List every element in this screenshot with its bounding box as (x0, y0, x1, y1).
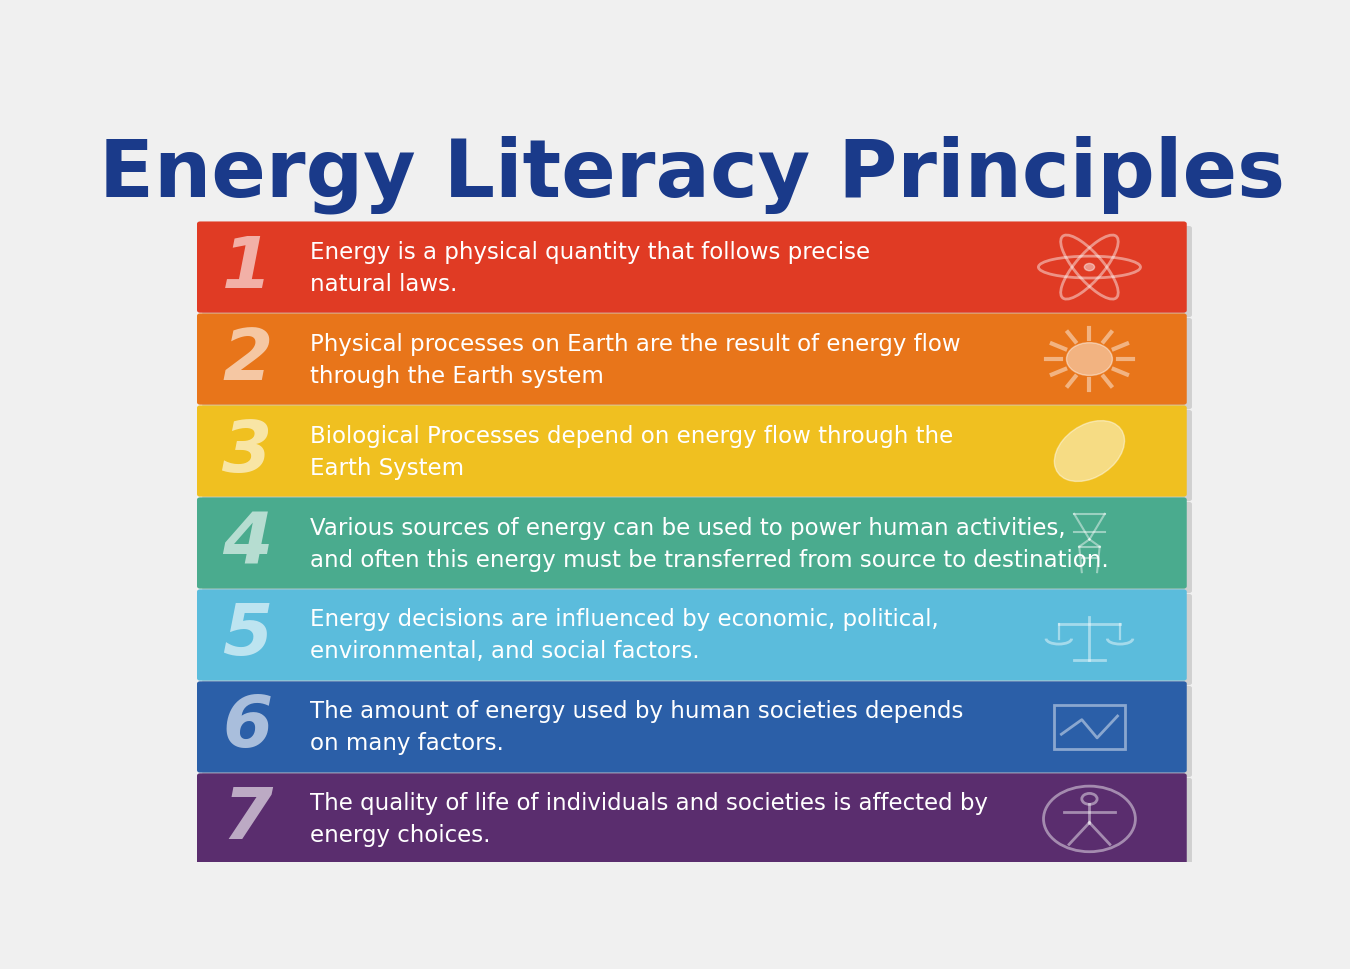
FancyBboxPatch shape (197, 222, 1187, 313)
FancyBboxPatch shape (197, 406, 1187, 497)
FancyBboxPatch shape (202, 778, 1192, 869)
Text: 4: 4 (223, 509, 273, 578)
Text: Energy is a physical quantity that follows precise
natural laws.: Energy is a physical quantity that follo… (310, 240, 871, 296)
Text: 2: 2 (223, 326, 273, 394)
FancyBboxPatch shape (197, 314, 1187, 405)
Text: 3: 3 (223, 417, 273, 486)
FancyBboxPatch shape (202, 594, 1192, 685)
Text: Physical processes on Earth are the result of energy flow
through the Earth syst: Physical processes on Earth are the resu… (310, 332, 961, 388)
Text: 7: 7 (223, 785, 273, 854)
FancyBboxPatch shape (197, 681, 1187, 772)
Text: The quality of life of individuals and societies is affected by
energy choices.: The quality of life of individuals and s… (310, 792, 988, 847)
FancyBboxPatch shape (202, 502, 1192, 593)
FancyBboxPatch shape (197, 498, 1187, 589)
FancyBboxPatch shape (197, 773, 1187, 864)
Text: 1: 1 (223, 234, 273, 302)
Text: 6: 6 (223, 693, 273, 762)
Circle shape (1066, 343, 1112, 376)
FancyBboxPatch shape (202, 686, 1192, 777)
FancyBboxPatch shape (202, 411, 1192, 502)
Text: The amount of energy used by human societies depends
on many factors.: The amount of energy used by human socie… (310, 700, 964, 755)
FancyBboxPatch shape (202, 319, 1192, 410)
FancyBboxPatch shape (202, 227, 1192, 318)
Text: Biological Processes depend on energy flow through the
Earth System: Biological Processes depend on energy fl… (310, 424, 953, 479)
Circle shape (1084, 265, 1095, 271)
Text: Energy Literacy Principles: Energy Literacy Principles (99, 135, 1285, 213)
Text: 5: 5 (223, 601, 273, 670)
Text: Energy decisions are influenced by economic, political,
environmental, and socia: Energy decisions are influenced by econo… (310, 608, 938, 663)
Ellipse shape (1054, 422, 1125, 482)
Text: Various sources of energy can be used to power human activities,
and often this : Various sources of energy can be used to… (310, 516, 1108, 571)
FancyBboxPatch shape (197, 590, 1187, 681)
Bar (1054, 705, 1125, 749)
